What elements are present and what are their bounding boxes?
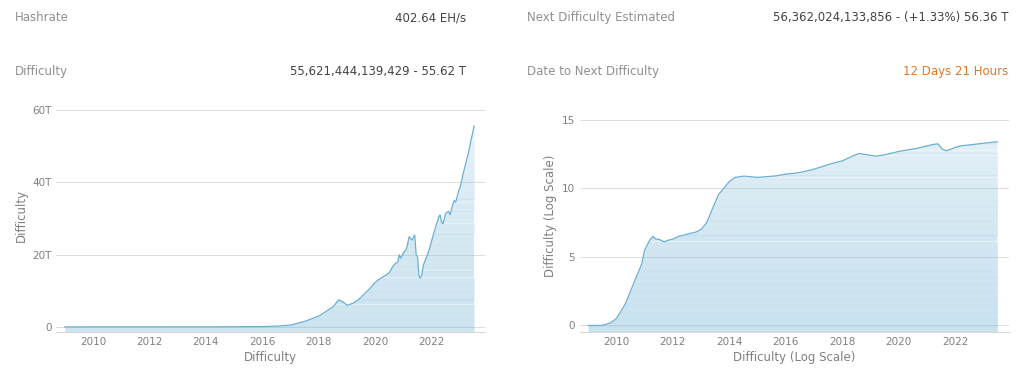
Text: 402.64 EH/s: 402.64 EH/s: [395, 11, 466, 24]
Text: 12 Days 21 Hours: 12 Days 21 Hours: [903, 65, 1009, 78]
Text: 55,621,444,139,429 - 55.62 T: 55,621,444,139,429 - 55.62 T: [290, 65, 466, 78]
Text: 56,362,024,133,856 - (+1.33%) 56.36 T: 56,362,024,133,856 - (+1.33%) 56.36 T: [773, 11, 1009, 24]
Text: Difficulty: Difficulty: [15, 65, 69, 78]
X-axis label: Difficulty: Difficulty: [245, 351, 297, 364]
Text: Date to Next Difficulty: Date to Next Difficulty: [527, 65, 659, 78]
Text: Next Difficulty Estimated: Next Difficulty Estimated: [527, 11, 676, 24]
Y-axis label: Difficulty: Difficulty: [15, 189, 28, 243]
Text: Hashrate: Hashrate: [15, 11, 70, 24]
X-axis label: Difficulty (Log Scale): Difficulty (Log Scale): [733, 351, 855, 364]
Y-axis label: Difficulty (Log Scale): Difficulty (Log Scale): [545, 155, 557, 277]
